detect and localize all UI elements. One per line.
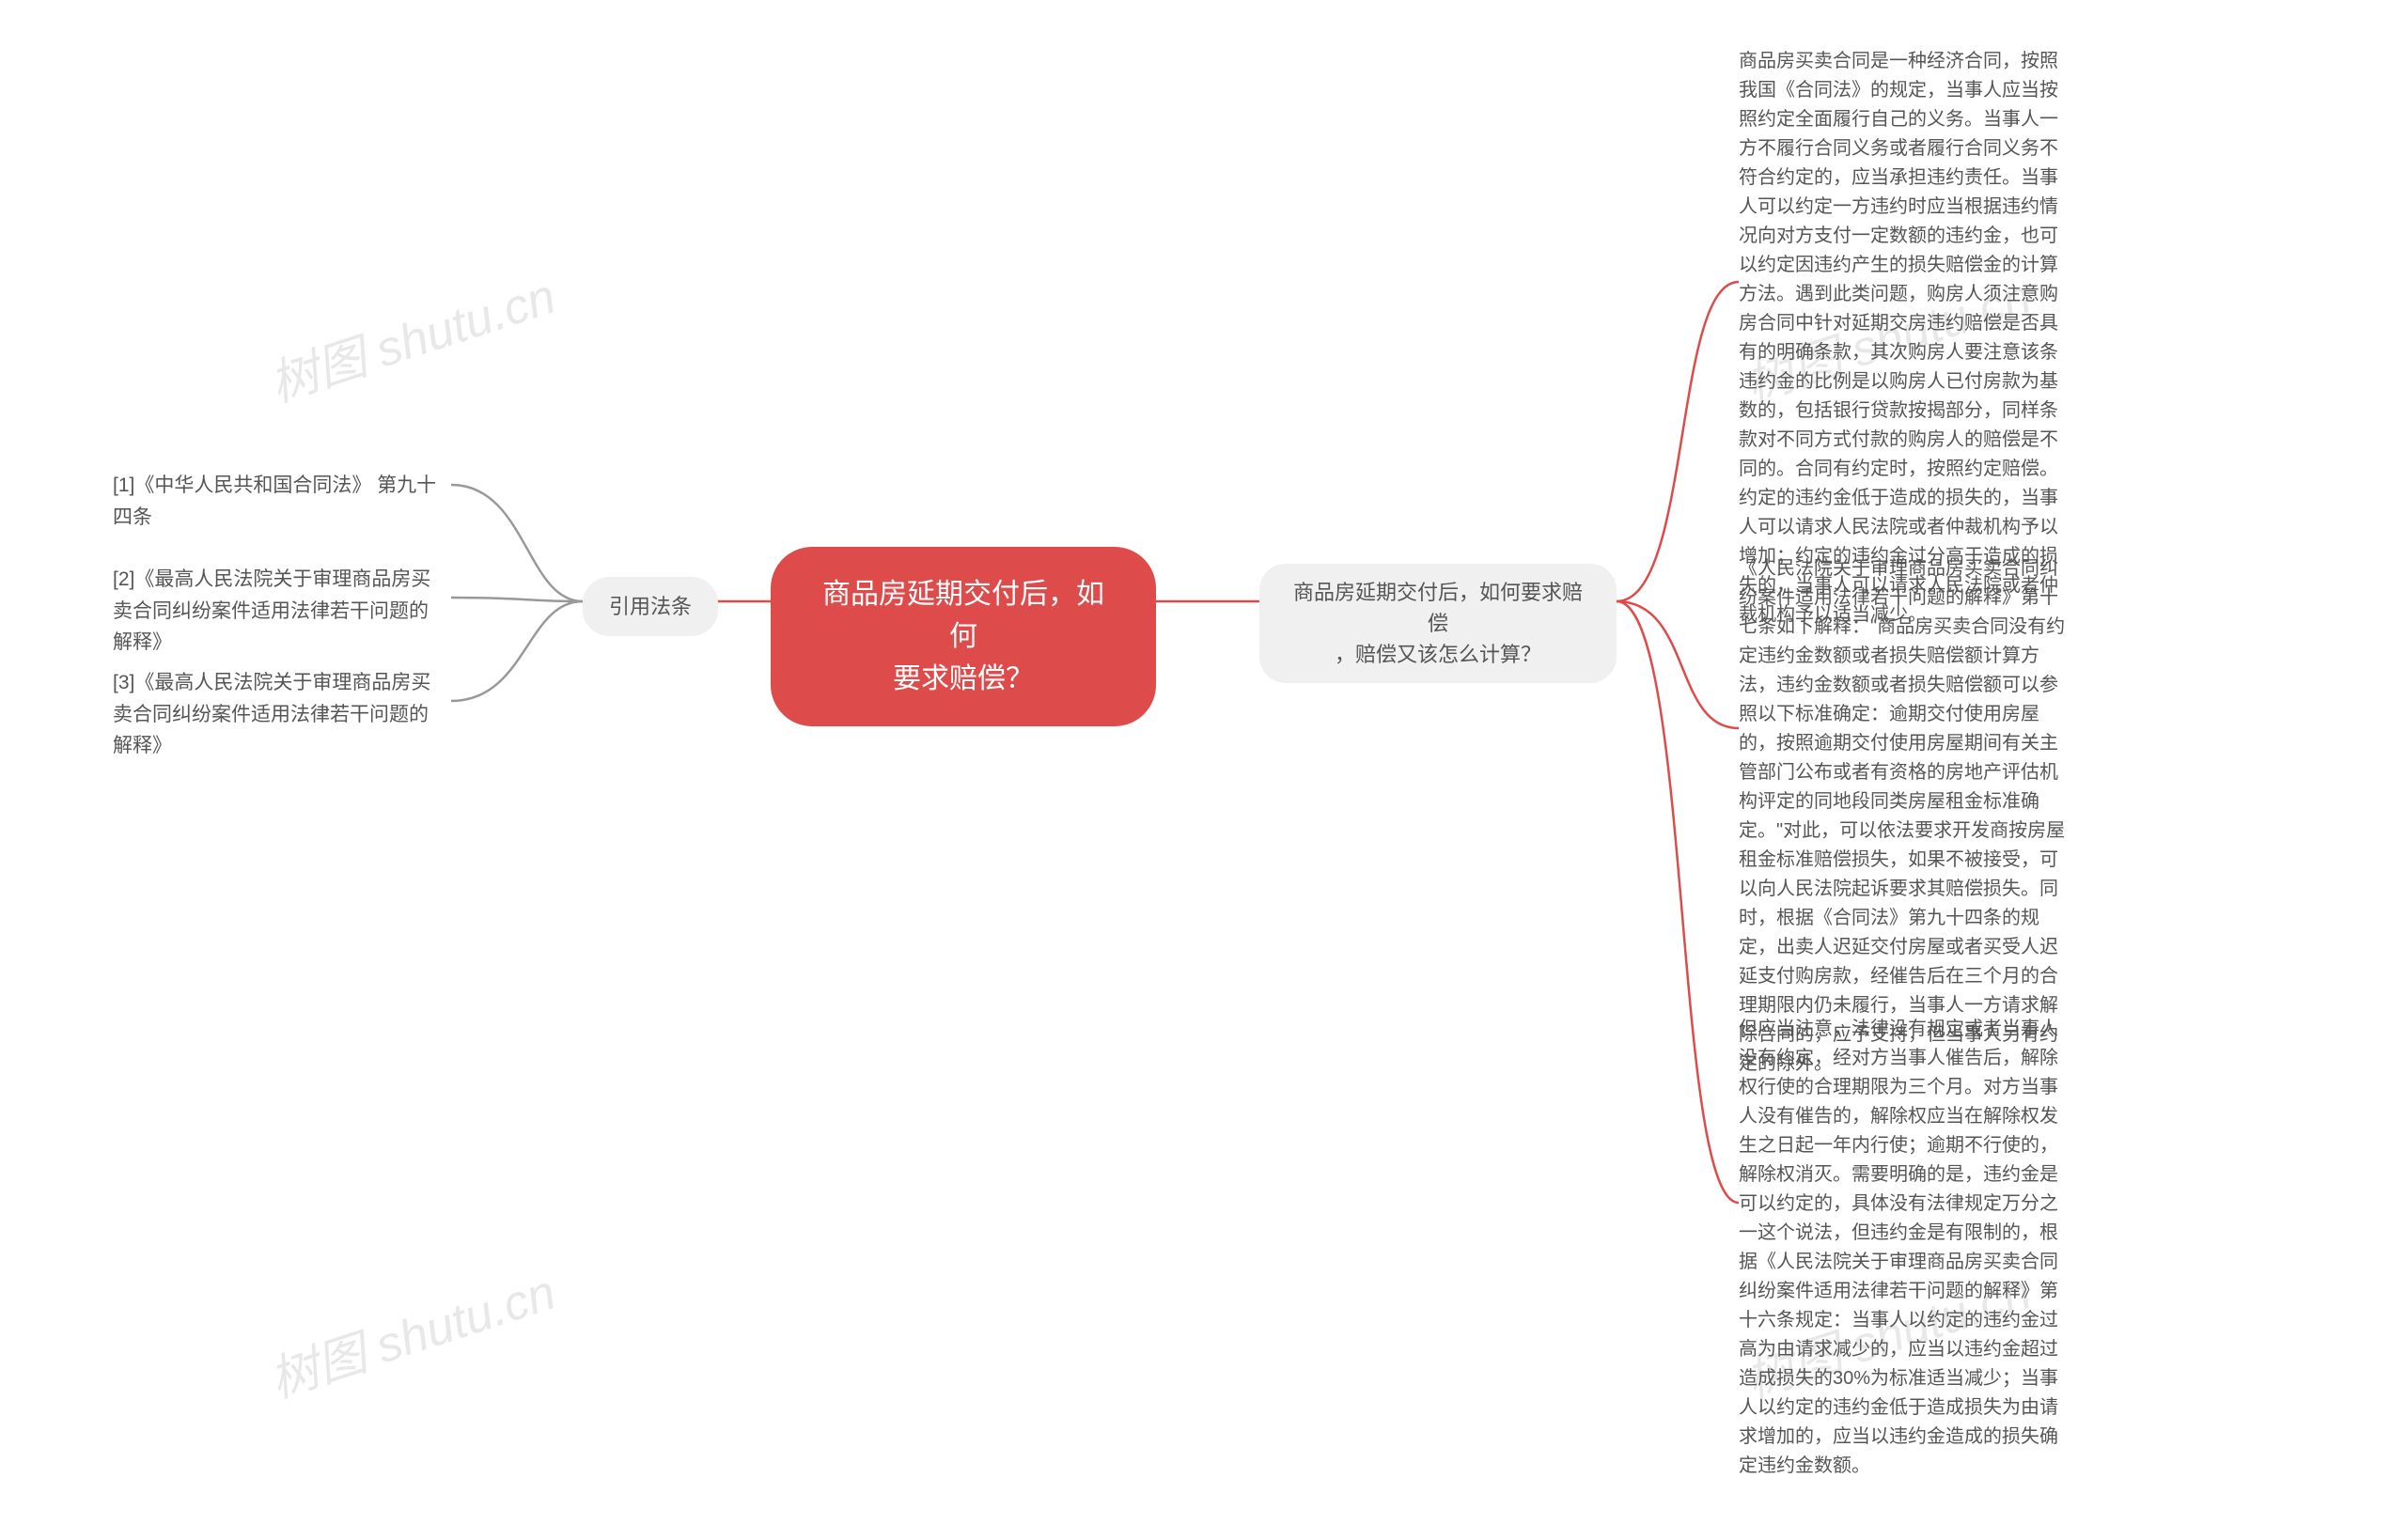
right-paragraph: 但应当注意，法律没有规定或者当事人没有约定，经对方当事人催告后，解除权行使的合理… [1739,1015,2068,1481]
left-leaf: [1]《中华人民共和国合同法》 第九十四条 [113,470,442,533]
root-node[interactable]: 商品房延期交付后，如何 要求赔偿？ [771,547,1156,726]
left-leaf: [2]《最高人民法院关于审理商品房买卖合同纠纷案件适用法律若干问题的解释》 [113,564,442,659]
watermark: 树图 shutu.cn [259,257,563,415]
left-branch-text: 引用法条 [609,595,692,618]
root-line1: 商品房延期交付后，如何 [822,579,1104,652]
right-paragraph: 商品房买卖合同是一种经济合同，按照我国《合同法》的规定，当事人应当按照约定全面履… [1739,47,2068,630]
watermark: 树图 shutu.cn [259,1252,563,1411]
left-branch-label[interactable]: 引用法条 [583,577,718,636]
left-leaf: [3]《最高人民法院关于审理商品房买卖合同纠纷案件适用法律若干问题的解释》 [113,667,442,762]
right-branch-label[interactable]: 商品房延期交付后，如何要求赔偿 ，赔偿又该怎么计算？ [1259,564,1617,683]
right-branch-line2: ，赔偿又该怎么计算？ [1335,643,1541,666]
right-branch-line1: 商品房延期交付后，如何要求赔偿 [1293,581,1583,635]
right-paragraph: 《人民法院关于审理商品房买卖合同纠纷案件适用法律若干问题的解释》第十七条如下解释… [1739,554,2068,1079]
root-line2: 要求赔偿？ [893,663,1034,694]
